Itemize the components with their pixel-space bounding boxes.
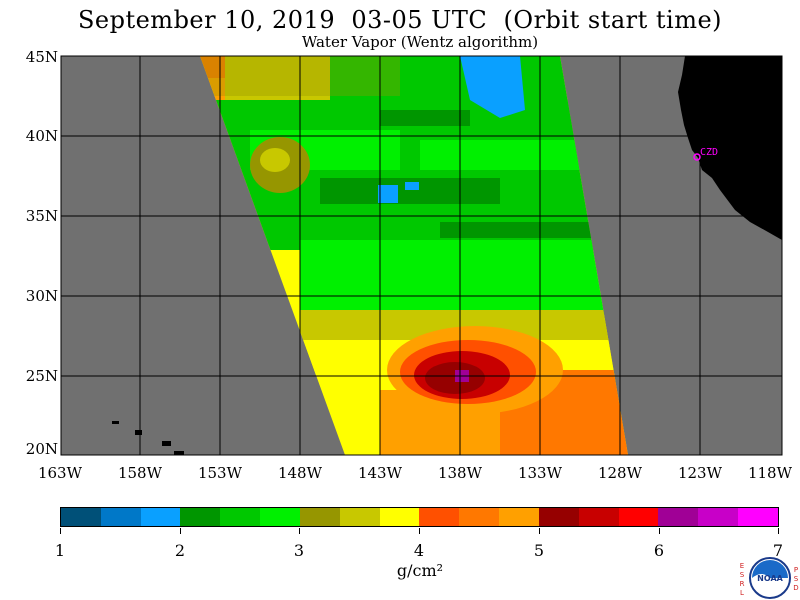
lon-label-163w: 163W — [37, 464, 83, 482]
colorbar-segment — [499, 508, 539, 526]
hawaii-island — [174, 451, 184, 455]
logo-left-letter: L — [740, 589, 744, 597]
hawaii-island — [135, 430, 142, 435]
logo-right-letter: P — [793, 566, 799, 574]
hawaii-island — [112, 421, 119, 424]
lon-label-138w: 138W — [437, 464, 483, 482]
colorbar-tick — [659, 528, 660, 534]
lat-lon-grid — [61, 56, 782, 455]
logo-right-letter: D — [793, 584, 799, 592]
colorbar-segment — [538, 508, 579, 526]
map-frame — [60, 55, 783, 456]
colorbar — [60, 507, 779, 527]
colorbar-tick — [419, 528, 420, 534]
colorbar-segment — [379, 508, 420, 526]
colorbar-segment — [698, 508, 739, 526]
colorbar-tick — [180, 528, 181, 534]
logo-left-letter: R — [739, 580, 745, 588]
colorbar-label-6: 6 — [653, 541, 665, 560]
lon-label-153w: 153W — [197, 464, 243, 482]
colorbar-segment — [220, 508, 261, 526]
noaa-esrl-psd-logo: E S R L NOAA P S D — [736, 556, 800, 600]
colorbar-segment — [100, 508, 141, 526]
colorbar-segment — [339, 508, 380, 526]
lat-label-35n: 35N — [25, 207, 58, 225]
colorbar-segment — [180, 508, 221, 526]
lon-label-143w: 143W — [357, 464, 403, 482]
lat-label-40n: 40N — [25, 127, 58, 145]
noaa-emblem-icon: NOAA — [749, 557, 791, 599]
lon-label-128w: 128W — [597, 464, 643, 482]
north-america-landmass — [678, 56, 782, 240]
logo-right-letter: S — [793, 575, 799, 583]
svg-text:NOAA: NOAA — [757, 574, 783, 583]
colorbar-label-1: 1 — [54, 541, 66, 560]
colorbar-tick — [60, 528, 61, 534]
logo-left-letter: S — [739, 571, 745, 579]
lon-label-123w: 123W — [677, 464, 723, 482]
colorbar-label-2: 2 — [174, 541, 186, 560]
lat-label-20n: 20N — [25, 440, 58, 458]
colorbar-segment — [419, 508, 460, 526]
lon-label-133w: 133W — [517, 464, 563, 482]
colorbar-label-4: 4 — [413, 541, 425, 560]
lat-label-25n: 25N — [25, 367, 58, 385]
lon-label-148w: 148W — [277, 464, 323, 482]
colorbar-segment — [459, 508, 500, 526]
colorbar-label-7: 7 — [772, 541, 784, 560]
hawaii-island — [162, 441, 171, 446]
colorbar-segment — [61, 508, 101, 526]
colorbar-segment — [618, 508, 659, 526]
colorbar-segment — [260, 508, 300, 526]
lon-label-118w: 118W — [747, 464, 793, 482]
lon-label-158w: 158W — [117, 464, 163, 482]
station-label: CZD — [700, 147, 718, 158]
colorbar-unit: g/cm² — [396, 561, 444, 580]
colorbar-segment — [140, 508, 181, 526]
logo-left-letter: E — [739, 562, 745, 570]
colorbar-segment — [578, 508, 619, 526]
colorbar-segment — [738, 508, 778, 526]
colorbar-tick — [778, 528, 779, 534]
colorbar-tick — [299, 528, 300, 534]
colorbar-label-3: 3 — [293, 541, 305, 560]
colorbar-segment — [658, 508, 699, 526]
lat-label-30n: 30N — [25, 287, 58, 305]
map-subtitle: Water Vapor (Wentz algorithm) — [301, 33, 539, 51]
lat-label-45n: 45N — [25, 48, 58, 66]
map-title: September 10, 2019 03-05 UTC (Orbit star… — [77, 6, 723, 34]
colorbar-segment — [299, 508, 340, 526]
colorbar-label-5: 5 — [533, 541, 545, 560]
colorbar-tick — [539, 528, 540, 534]
station-marker-icon — [693, 153, 701, 161]
